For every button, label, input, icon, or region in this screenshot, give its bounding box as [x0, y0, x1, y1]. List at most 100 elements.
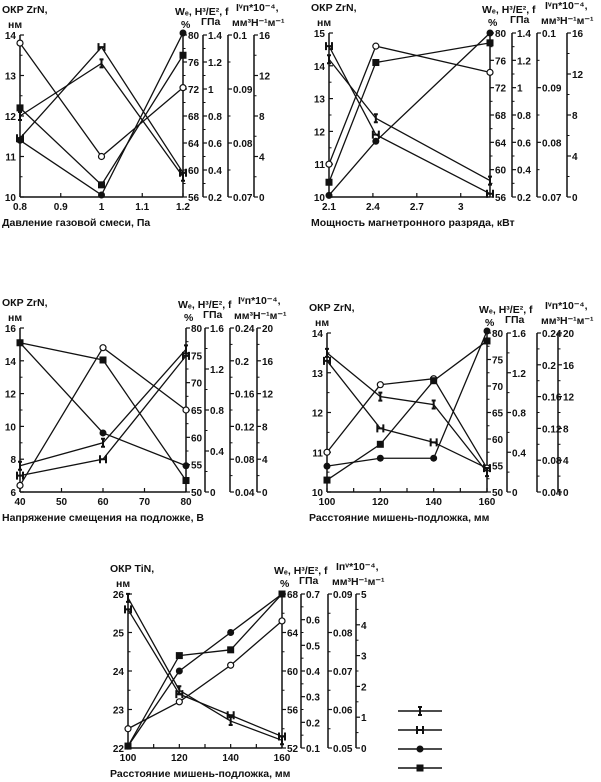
filled-circle-marker: [486, 29, 494, 37]
h-marker: [483, 464, 491, 473]
square-marker: [182, 477, 190, 485]
right-axis-tick-label: 65: [492, 409, 504, 420]
y-tick-label: 23: [113, 706, 125, 717]
right-axis-tick-label: 0.7: [306, 590, 320, 601]
right-axis-tick-label: 0.2: [542, 361, 556, 372]
h-marker: [323, 356, 331, 365]
x-tick-label: 3: [458, 202, 464, 213]
y-tick-label: 12: [312, 409, 324, 420]
y-tick-label: 12: [5, 390, 17, 401]
filled-circle-marker: [430, 454, 438, 462]
x-tick-label: 140: [425, 497, 442, 508]
right-axis-tick-label: 0.08: [542, 138, 562, 149]
x-tick-label: 2.4: [366, 202, 380, 213]
right-axis-tick-label: 76: [188, 58, 200, 69]
right-axis-tick-label: 0.1: [233, 31, 247, 42]
right-axis-tick-label: 4: [259, 153, 265, 164]
y-tick-label: 10: [5, 422, 17, 433]
x-tick-label: 80: [180, 497, 192, 508]
right-axis-tick-label: 56: [188, 193, 200, 204]
right-axes-title: Wₑ, H³/E², f: [274, 565, 328, 577]
right-axes-title: Wₑ, H³/E², f: [482, 4, 536, 16]
wear-rate-unit: мм³Н⁻¹м⁻¹: [332, 576, 385, 588]
h-marker: [226, 711, 235, 720]
i-marker: [184, 344, 188, 355]
i-marker: [101, 437, 105, 448]
series-line-open-circle: [328, 45, 491, 165]
we-unit: %: [184, 312, 194, 324]
open-circle-marker: [16, 481, 24, 490]
right-axis-tick-label: 12: [262, 390, 274, 401]
right-axis-tick-label: 0.09: [333, 590, 353, 601]
square-marker: [16, 104, 24, 112]
x-tick-label: 2.1: [322, 202, 336, 213]
y-axis-title: ОКР ZrN,: [2, 297, 48, 309]
right-axis-tick-label: 3: [361, 652, 367, 663]
right-axis-tick-label: 52: [287, 744, 299, 755]
y-tick-label: 24: [113, 667, 125, 678]
filled-circle-marker: [227, 629, 235, 636]
right-axis-tick-label: 1: [208, 85, 214, 96]
h3e2-unit: ГПа: [299, 575, 318, 587]
right-axis-tick-label: 60: [188, 166, 200, 177]
right-axis-tick-label: 16: [563, 361, 575, 372]
right-axis-tick-label: 72: [495, 84, 507, 95]
right-axis-tick-label: 1.6: [210, 324, 224, 335]
filled-circle-marker: [99, 429, 107, 437]
open-circle-marker: [323, 448, 331, 456]
y-tick-label: 26: [113, 590, 125, 601]
filled-circle-marker: [376, 454, 384, 462]
y-tick-label: 11: [312, 448, 323, 459]
right-axis-tick-label: 70: [492, 382, 504, 393]
right-axis-tick-label: 68: [495, 111, 507, 122]
open-circle-marker: [376, 381, 384, 389]
h-marker: [97, 43, 106, 52]
wear-rate-title: Iᵛп*10⁻⁴,: [236, 2, 279, 14]
right-axis-tick-label: 0.04: [235, 488, 255, 499]
y-axis-unit: нм: [8, 312, 22, 324]
right-axis-tick-label: 55: [191, 461, 203, 472]
open-circle-marker: [124, 725, 132, 733]
y-tick-label: 12: [5, 112, 17, 123]
right-axis-tick-label: 60: [191, 433, 203, 444]
square-marker: [325, 178, 333, 186]
legend: [398, 706, 442, 772]
open-circle-marker: [372, 42, 380, 50]
i-marker: [378, 391, 383, 402]
square-marker: [99, 356, 107, 364]
series-line-H: [127, 609, 283, 738]
series-line-open-circle: [127, 620, 283, 730]
right-axis-tick-label: 0.1: [306, 744, 320, 755]
right-axis-tick-label: 4: [361, 621, 367, 632]
we-unit: %: [485, 317, 495, 329]
i-marker: [373, 113, 378, 124]
y-axis-title: ОКР ZrN,: [2, 4, 48, 16]
y-tick-label: 14: [5, 31, 17, 42]
h-marker: [99, 455, 107, 464]
y-tick-label: 10: [314, 193, 326, 204]
right-axis-tick-label: 0: [210, 488, 216, 499]
square-marker: [430, 377, 438, 385]
right-axis-tick-label: 5: [361, 590, 367, 601]
square-marker: [175, 652, 183, 660]
i-marker: [327, 54, 331, 65]
right-axis-tick-label: 68: [188, 112, 200, 123]
y-tick-label: 11: [314, 160, 325, 171]
we-unit: %: [488, 17, 498, 29]
open-circle-marker: [325, 160, 333, 168]
right-axes-title: Wₑ, H³/E², f: [178, 299, 232, 311]
right-axis-tick-label: 64: [495, 138, 507, 149]
y-tick-label: 14: [314, 62, 326, 73]
right-axis-tick-label: 0.24: [542, 329, 562, 340]
series-line-open-circle: [19, 346, 187, 486]
x-tick-label: 160: [479, 497, 496, 508]
h-marker: [416, 726, 424, 734]
open-circle-marker: [175, 698, 183, 706]
open-circle-marker: [227, 661, 235, 669]
x-tick-label: 70: [139, 497, 151, 508]
right-axis-tick-label: 80: [495, 29, 507, 40]
y-tick-label: 16: [5, 324, 17, 335]
square-marker: [323, 476, 331, 484]
